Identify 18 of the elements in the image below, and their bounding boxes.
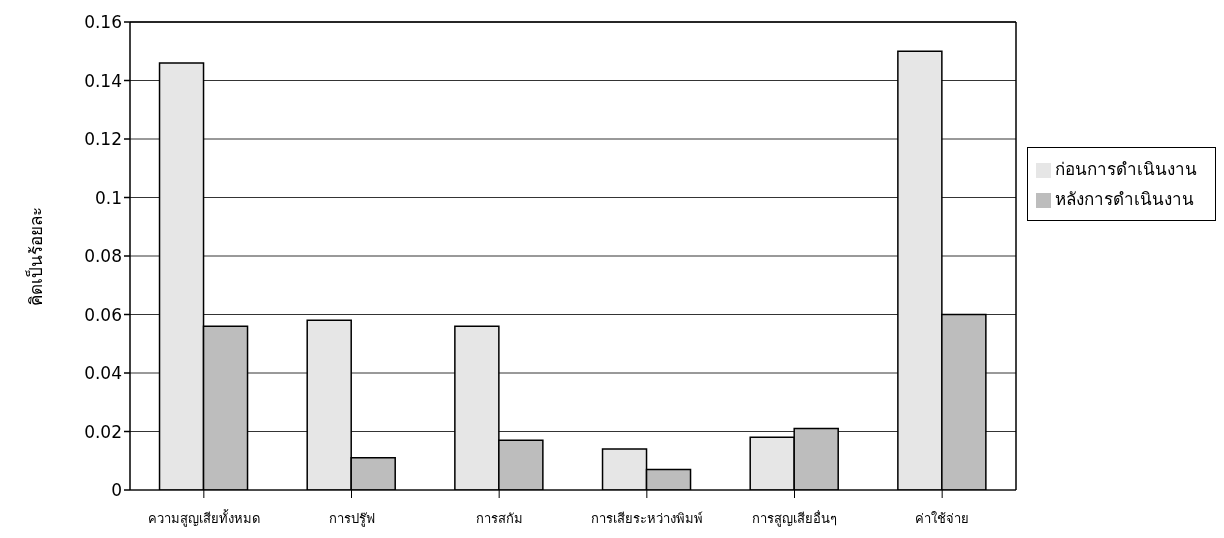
x-tick-label: การปรู๊ฟ xyxy=(328,511,375,528)
x-tick-label: การเสียระหว่างพิมพ์ xyxy=(590,511,703,527)
y-tick-label: 0.1 xyxy=(94,187,122,208)
y-tick-label: 0.16 xyxy=(84,12,122,33)
legend-label: ก่อนการดำเนินงาน xyxy=(1055,159,1197,179)
y-tick-label: 0.08 xyxy=(84,246,122,267)
y-tick-label: 0 xyxy=(111,480,122,501)
y-tick-label: 0.02 xyxy=(84,421,122,442)
x-tick-label: การสกัม xyxy=(475,511,523,527)
legend-label: หลังการดำเนินงาน xyxy=(1055,189,1194,209)
y-tick-label: 0.14 xyxy=(84,70,122,91)
x-tick-label: ค่าใช้จ่าย xyxy=(915,511,970,527)
x-tick-label: การสูญเสียอื่นๆ xyxy=(752,510,837,528)
y-tick-label: 0.12 xyxy=(84,129,122,150)
y-tick-label: 0.06 xyxy=(84,304,122,325)
x-tick-label: ความสูญเสียทั้งหมด xyxy=(147,509,260,528)
y-tick-label: 0.04 xyxy=(84,363,122,384)
y-axis-title: คิดเป็นร้อยละ xyxy=(25,206,47,306)
